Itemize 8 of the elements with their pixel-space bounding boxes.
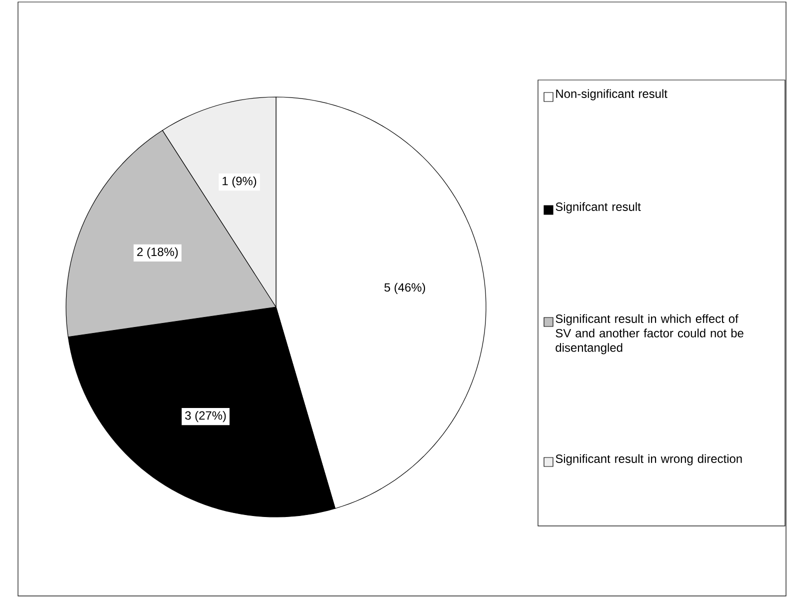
legend-label: Signifcant result [556, 202, 641, 214]
legend-label: Significant result in wrong direction [556, 454, 742, 466]
data-label: 1 (9%) [222, 176, 256, 188]
data-label: 2 (18%) [137, 247, 178, 258]
legend-label: Significant result in which effect of SV and another factor could not be disentangled [556, 314, 744, 354]
legend-label: Non-significant result [556, 89, 668, 100]
data-label: 5 (46%) [384, 282, 426, 294]
data-label: 3 (27%) [185, 410, 226, 422]
